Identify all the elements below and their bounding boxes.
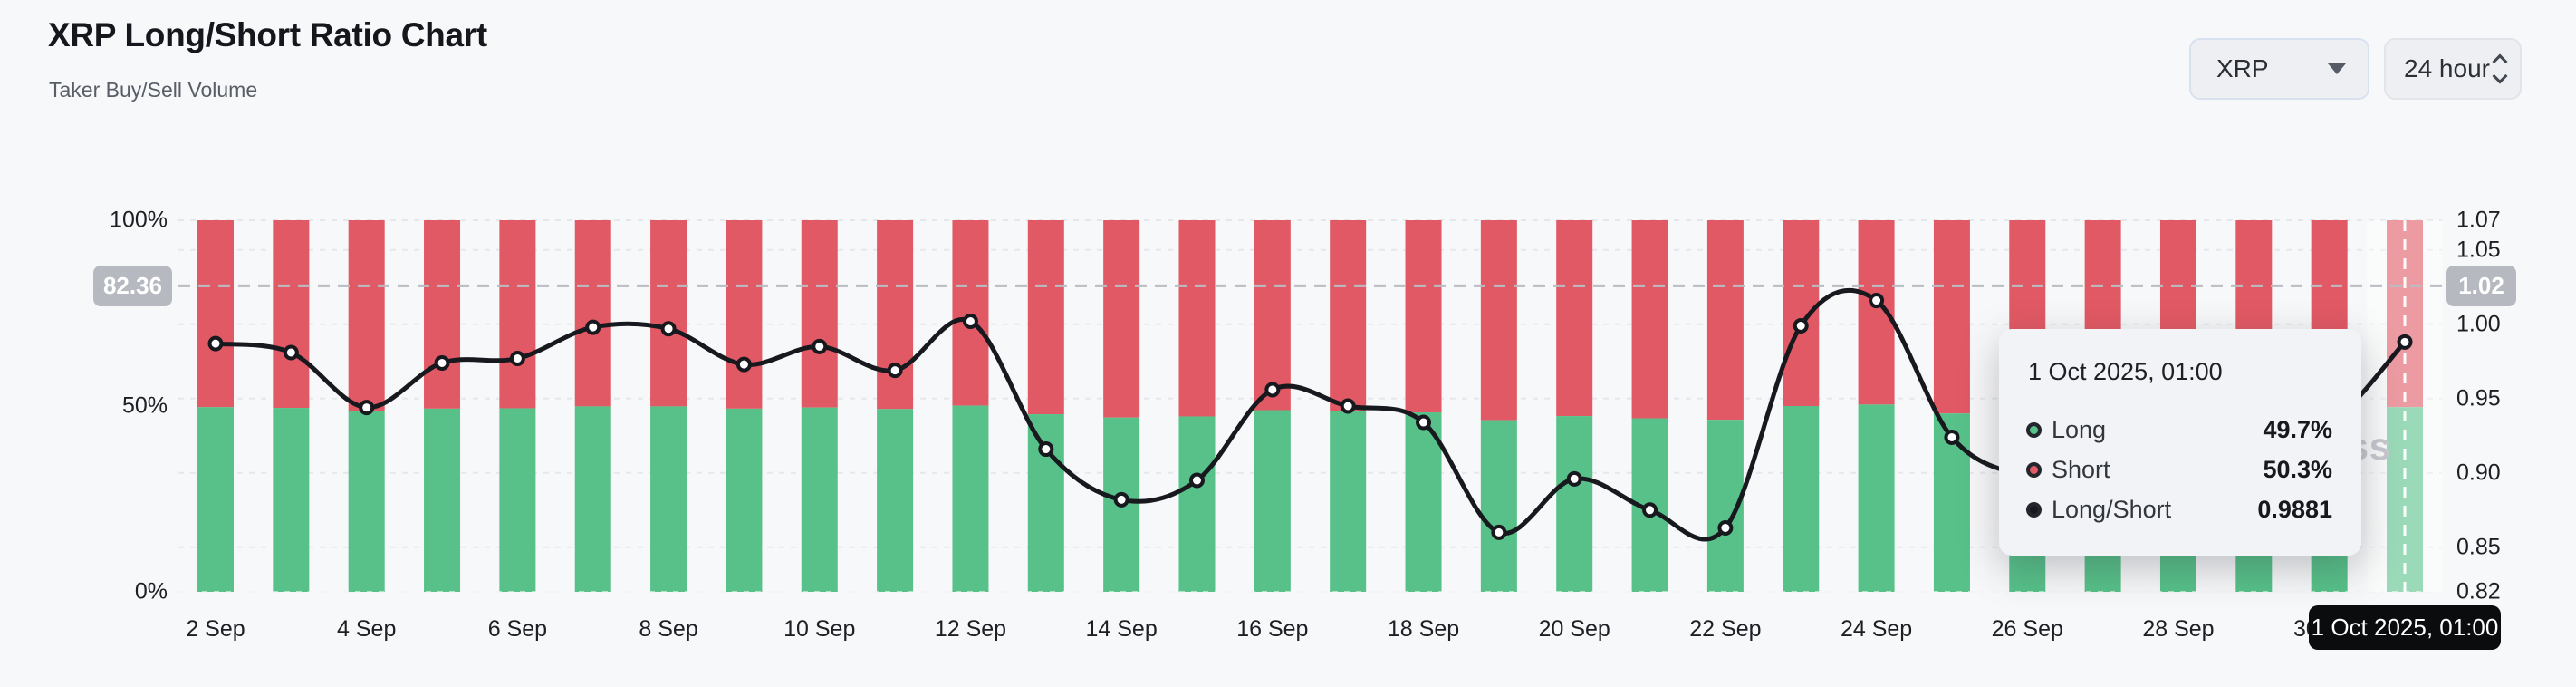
bar-long[interactable] [1858, 404, 1895, 592]
ratio-point-marker[interactable] [1340, 398, 1356, 414]
bar-long[interactable] [273, 408, 310, 592]
bar-long[interactable] [1405, 411, 1442, 592]
bar-long[interactable] [650, 406, 687, 592]
tooltip-title: 1 Oct 2025, 01:00 [2028, 358, 2223, 385]
bar-short[interactable] [1330, 220, 1367, 411]
bar-long[interactable] [1178, 416, 1216, 592]
interval-select[interactable]: 24 hour [2384, 38, 2522, 100]
bar-long[interactable] [499, 408, 536, 592]
bar-long[interactable] [877, 409, 914, 592]
bar-short[interactable] [650, 220, 687, 407]
bar-short[interactable] [1631, 220, 1668, 419]
current-value-badge-left: 82.36 [93, 266, 172, 306]
ratio-point-marker[interactable] [1038, 441, 1054, 458]
symbol-select-value: XRP [2216, 54, 2269, 82]
bar-long[interactable] [726, 408, 763, 592]
ratio-point-marker[interactable] [962, 314, 978, 330]
ratio-point-marker[interactable] [434, 354, 450, 371]
ratio-point-marker[interactable] [660, 321, 677, 337]
bar-short[interactable] [574, 220, 611, 407]
tooltip-row-label: Long [2052, 415, 2107, 443]
tooltip-row-label: Short [2052, 455, 2110, 483]
bar-long[interactable] [1330, 411, 1367, 592]
tooltip-row-short: Short 50.3% [2026, 450, 2334, 489]
tooltip: 1 Oct 2025, 01:00 Long 49.7% Short 50.3%… [1999, 329, 2361, 556]
bar-short[interactable] [1933, 220, 1970, 414]
bar-short[interactable] [1178, 220, 1216, 417]
tooltip-row-value: 49.7% [2263, 415, 2332, 443]
ratio-point-marker[interactable] [1416, 414, 1432, 431]
ratio-point-marker[interactable] [585, 319, 601, 335]
bar-long[interactable] [197, 407, 234, 592]
ratio-point-marker[interactable] [1869, 293, 1885, 309]
ratio-point-marker[interactable] [359, 400, 375, 416]
page-title: XRP Long/Short Ratio Chart [48, 16, 487, 53]
bar-short[interactable] [726, 220, 763, 409]
ratio-point-marker[interactable] [735, 356, 752, 373]
symbol-select[interactable]: XRP [2189, 38, 2369, 100]
bar-short[interactable] [348, 220, 385, 411]
hover-band [2367, 220, 2443, 592]
bar-short[interactable] [1405, 220, 1442, 412]
tooltip-row-label: Long/Short [2052, 495, 2172, 523]
ratio-point-marker[interactable] [509, 351, 525, 367]
bar-short[interactable] [877, 220, 914, 410]
bar-short[interactable] [801, 220, 838, 408]
ratio-point-marker[interactable] [1566, 470, 1582, 487]
bar-short[interactable] [273, 220, 310, 409]
bar-short[interactable] [1556, 220, 1593, 417]
tooltip-row-ratio: Long/Short 0.9881 [2026, 489, 2334, 529]
interval-select-value: 24 hour [2404, 54, 2490, 82]
current-value-badge-right: 1.02 [2446, 266, 2516, 306]
ratio-point-marker[interactable] [1717, 519, 1734, 536]
tooltip-row-value: 0.9881 [2257, 495, 2332, 523]
bar-short[interactable] [1103, 220, 1140, 418]
bar-long[interactable] [801, 407, 838, 592]
ratio-point-marker[interactable] [1793, 317, 1809, 334]
bar-long[interactable] [1783, 406, 1820, 592]
bar-short[interactable] [1480, 220, 1517, 421]
ratio-point-marker[interactable] [2397, 334, 2413, 350]
bar-short[interactable] [1027, 220, 1064, 415]
ratio-point-marker[interactable] [887, 363, 903, 379]
ratio-point-marker[interactable] [1944, 429, 1960, 445]
bar-long[interactable] [1027, 414, 1064, 592]
short-marker-icon [2026, 461, 2042, 478]
crosshair-date-pill: 1 Oct 2025, 01:00 [2309, 605, 2501, 650]
bar-short[interactable] [1706, 220, 1744, 421]
bar-long[interactable] [1480, 420, 1517, 592]
ratio-point-marker[interactable] [1642, 502, 1658, 518]
ratio-point-marker[interactable] [1113, 491, 1129, 508]
ratio-point-marker[interactable] [1188, 472, 1205, 489]
bar-short[interactable] [197, 220, 234, 408]
bar-long[interactable] [348, 411, 385, 592]
bar-short[interactable] [424, 220, 461, 409]
bar-short[interactable] [1783, 220, 1820, 406]
page-subtitle: Taker Buy/Sell Volume [49, 78, 258, 102]
ratio-point-marker[interactable] [812, 338, 828, 354]
bar-long[interactable] [574, 406, 611, 592]
bar-short[interactable] [1254, 220, 1291, 411]
bar-long[interactable] [1254, 410, 1291, 592]
bar-short[interactable] [499, 220, 536, 409]
ratio-point-marker[interactable] [1491, 524, 1507, 540]
tooltip-row-long: Long 49.7% [2026, 410, 2334, 450]
tooltip-row-value: 50.3% [2263, 455, 2332, 483]
ratio-marker-icon [2026, 501, 2042, 518]
ratio-point-marker[interactable] [207, 335, 224, 352]
long-marker-icon [2026, 421, 2042, 438]
caret-down-icon [2328, 63, 2346, 74]
ratio-point-marker[interactable] [283, 344, 299, 361]
bar-long[interactable] [952, 405, 989, 592]
bar-short[interactable] [952, 220, 989, 406]
bar-long[interactable] [424, 408, 461, 592]
bar-long[interactable] [1556, 416, 1593, 592]
ratio-point-marker[interactable] [1264, 382, 1281, 398]
